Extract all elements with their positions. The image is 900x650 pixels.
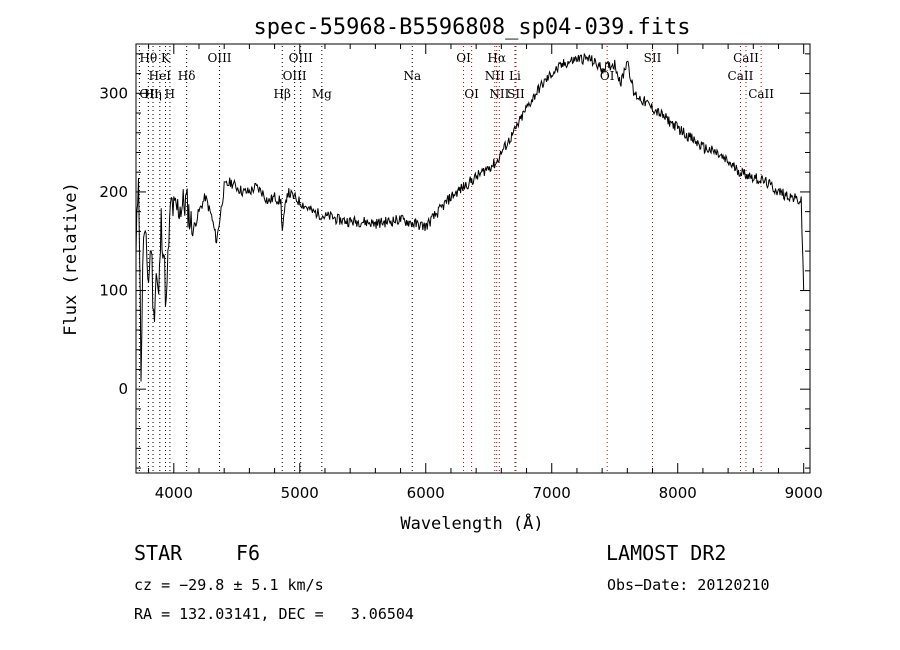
x-tick-label: 7000 <box>533 484 571 502</box>
spectral-line-label: NII <box>485 69 505 83</box>
spectral-line-label: SII <box>644 51 662 65</box>
spectral-line-label: OI <box>600 69 615 83</box>
chart-title: spec-55968-B5596808_sp04-039.fits <box>253 15 690 40</box>
spectral-line-label: K <box>161 51 171 65</box>
survey-name: LAMOST DR2 <box>606 541 727 565</box>
x-tick-label: 9000 <box>785 484 823 502</box>
y-tick-label: 100 <box>99 282 128 300</box>
spectral-line-label: SII <box>507 87 525 101</box>
spectral-line-label: H <box>165 87 175 101</box>
object-subclass: F6 <box>236 541 261 565</box>
y-axis-label: Flux (relative) <box>61 182 81 336</box>
spectral-line-label: Li <box>509 69 521 83</box>
spectral-line-label: Hβ <box>274 87 291 101</box>
spectral-line-label: Hδ <box>178 69 196 83</box>
spectral-line-label: NII <box>489 87 509 101</box>
spectral-line-label: OI <box>464 87 479 101</box>
flux-series-line <box>135 52 805 382</box>
spectral-line-label: OIII <box>207 51 231 65</box>
x-axis-ticks: 4000 5000 6000 7000 8000 9000 <box>148 44 823 502</box>
spectral-line-label: CaII <box>733 51 759 65</box>
plot-frame <box>135 43 811 474</box>
ra-dec-coordinates: RA = 132.03141, DEC = 3.06504 <box>134 605 414 623</box>
x-axis-label: Wavelength (Å) <box>400 512 543 534</box>
spectral-line-label: OIII <box>289 51 313 65</box>
spectral-line-label: OI <box>456 51 471 65</box>
x-tick-label: 6000 <box>407 484 445 502</box>
spectral-line-label: OIII <box>283 69 307 83</box>
spectral-line-label: OII <box>139 87 159 101</box>
spectral-line-label: Mg <box>312 87 332 101</box>
spectral-line-label: Na <box>403 69 421 83</box>
spectral-line-markers <box>138 46 762 473</box>
observation-date: Obs−Date: 20120210 <box>607 576 770 594</box>
y-tick-label: 200 <box>99 183 128 201</box>
x-tick-label: 8000 <box>659 484 697 502</box>
spectral-line-label: CaII <box>728 69 754 83</box>
x-tick-label: 4000 <box>155 484 193 502</box>
spectral-line-label: Hη <box>144 87 162 101</box>
spectral-line-label: CaII <box>748 87 774 101</box>
redshift-cz: cz = −29.8 ± 5.1 km/s <box>134 576 324 594</box>
y-tick-label: 0 <box>118 380 128 398</box>
spectral-line-label: Hα <box>487 51 506 65</box>
x-tick-label: 5000 <box>281 484 319 502</box>
object-class: STAR <box>134 541 183 565</box>
y-axis-ticks: 0 100 200 300 <box>99 53 810 469</box>
spectral-line-label: HeI <box>149 69 172 83</box>
y-tick-label: 300 <box>99 84 128 102</box>
spectral-line-label: Hθ <box>139 51 157 65</box>
